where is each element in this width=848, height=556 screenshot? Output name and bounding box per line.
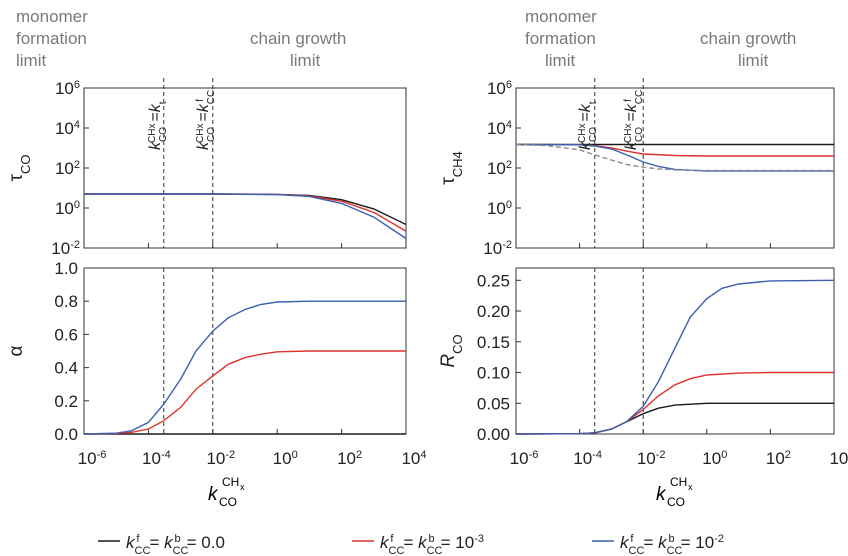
y-tick-label: 100 — [55, 199, 80, 218]
left-limit-label: limit — [16, 51, 46, 70]
x-axis-label-right: k CO CH x — [656, 475, 693, 509]
left-monomer-label: monomer — [16, 7, 88, 26]
y-tick-label: 10-2 — [51, 239, 80, 258]
x-label-left-k: k — [208, 484, 219, 505]
right-formation-label: formation — [525, 29, 596, 48]
left-formation-label: formation — [16, 29, 87, 48]
panel-tau_co: 10-2 100 102 104 106 τCO — [6, 78, 407, 258]
series-line-1 — [84, 193, 407, 232]
right-monomer-label: monomer — [525, 7, 597, 26]
x-tick-label: 104 — [401, 449, 426, 468]
right-limit-label: limit — [545, 51, 575, 70]
series-line-2 — [84, 193, 407, 240]
x-label-left-sup2: x — [240, 482, 245, 492]
plot-frame — [83, 87, 407, 249]
x-tick-label: 102 — [337, 449, 362, 468]
x-label-right-sub: CO — [667, 495, 685, 509]
x-label-right-sup: CH — [670, 475, 687, 489]
left-chain-growth-label: chain growth — [250, 29, 346, 48]
legend-item-black: kCCf = kCCb = 0.0 — [98, 533, 225, 556]
vline-b-label-right: kCOCHx=kCCf — [623, 90, 645, 150]
panels: 10-2 100 102 104 106 τCO 10-2 100 102 104 106 τCH4 0… — [6, 78, 848, 468]
series-line-1 — [515, 143, 834, 157]
y-axis-label: τCO — [6, 154, 33, 181]
x-tick-label: 102 — [766, 449, 791, 468]
y-tick-label: 102 — [55, 159, 80, 178]
series-line-2 — [515, 279, 835, 435]
y-tick-label: 0.05 — [477, 394, 510, 413]
x-tick-label: 100 — [273, 449, 298, 468]
legend-label-red: kCCf = kCCb = 10-3 — [380, 533, 484, 556]
right-chain-growth-label: chain growth — [700, 29, 796, 48]
legend-label-black: kCCf = kCCb = 0.0 — [126, 533, 225, 556]
plot-frame — [515, 267, 835, 435]
x-tick-label: 100 — [702, 449, 727, 468]
y-tick-label: 0.25 — [477, 271, 510, 290]
legend-label-blue: kCCf = kCCb = 10-2 — [620, 533, 724, 556]
y-tick-label: 104 — [487, 119, 512, 138]
right-chain-limit-label: limit — [738, 51, 768, 70]
vline-a-label-right: kCOCHx=kt — [577, 101, 599, 150]
legend-item-red: kCCf = kCCb = 10-3 — [352, 533, 484, 556]
panel-r_co: 0.00 0.05 0.10 0.15 0.20 0.25 10-6 10-4 10-2 100 1… — [438, 267, 848, 468]
left-region-labels: monomer formation limit chain growth lim… — [16, 7, 346, 70]
right-region-labels: monomer formation limit chain growth lim… — [525, 7, 796, 70]
x-tick-label: 10-6 — [78, 449, 107, 468]
series-line-2 — [83, 300, 406, 435]
y-tick-label: 0.20 — [477, 302, 510, 321]
x-axis-label-left: k CO CH x — [208, 475, 245, 509]
y-tick-label: 10-2 — [483, 239, 512, 258]
x-tick-label: 10-2 — [206, 449, 235, 468]
x-tick-label: 104 — [829, 449, 848, 468]
x-tick-label: 10-6 — [510, 449, 539, 468]
plot-frame — [515, 87, 835, 249]
x-tick-label: 10-2 — [637, 449, 666, 468]
y-tick-label: 0.00 — [477, 425, 510, 444]
legend: kCCf = kCCb = 0.0 kCCf = kCCb = 10-3 kCCf = k… — [98, 533, 724, 556]
panel-alpha: 0.0 0.2 0.4 0.6 0.8 1.0 10-6 10-4 10-2 100 102 104 α — [6, 259, 427, 468]
vline-b-label-left: kCOCHx=kCCf — [195, 90, 217, 150]
x-label-left-sub: CO — [219, 495, 237, 509]
y-tick-label: 0.8 — [54, 292, 78, 311]
left-chain-limit-label: limit — [290, 51, 320, 70]
y-tick-label: 0.6 — [54, 325, 78, 344]
x-tick-label: 10-4 — [573, 449, 602, 468]
y-tick-label: 0.0 — [54, 425, 78, 444]
y-axis-label: RCO — [438, 334, 465, 367]
y-tick-label: 102 — [487, 159, 512, 178]
x-label-right-k: k — [656, 484, 667, 505]
series-line-1 — [83, 350, 406, 435]
y-axis-label: α — [6, 345, 27, 356]
y-tick-label: 100 — [487, 199, 512, 218]
vline-a-label-left: kCOCHx=kt — [147, 101, 169, 150]
series-line-0 — [84, 193, 407, 226]
series-line-0 — [515, 402, 834, 435]
y-tick-label: 106 — [487, 79, 512, 98]
y-axis-label: τCH4 — [438, 151, 465, 185]
y-tick-label: 104 — [55, 119, 80, 138]
x-label-right-sup2: x — [688, 482, 693, 492]
x-tick-label: 10-4 — [142, 449, 171, 468]
series-line-3 — [515, 143, 834, 172]
panel-tau_ch4: 10-2 100 102 104 106 τCH4 — [438, 78, 835, 258]
x-label-left-sup: CH — [222, 475, 239, 489]
legend-item-blue: kCCf = kCCb = 10-2 — [592, 533, 724, 556]
y-tick-label: 0.15 — [477, 333, 510, 352]
y-tick-label: 0.2 — [54, 392, 78, 411]
series-line-2 — [515, 143, 834, 172]
y-tick-label: 106 — [55, 79, 80, 98]
y-tick-label: 0.4 — [54, 359, 78, 378]
y-tick-label: 0.10 — [477, 364, 510, 383]
y-tick-label: 1.0 — [54, 259, 78, 278]
